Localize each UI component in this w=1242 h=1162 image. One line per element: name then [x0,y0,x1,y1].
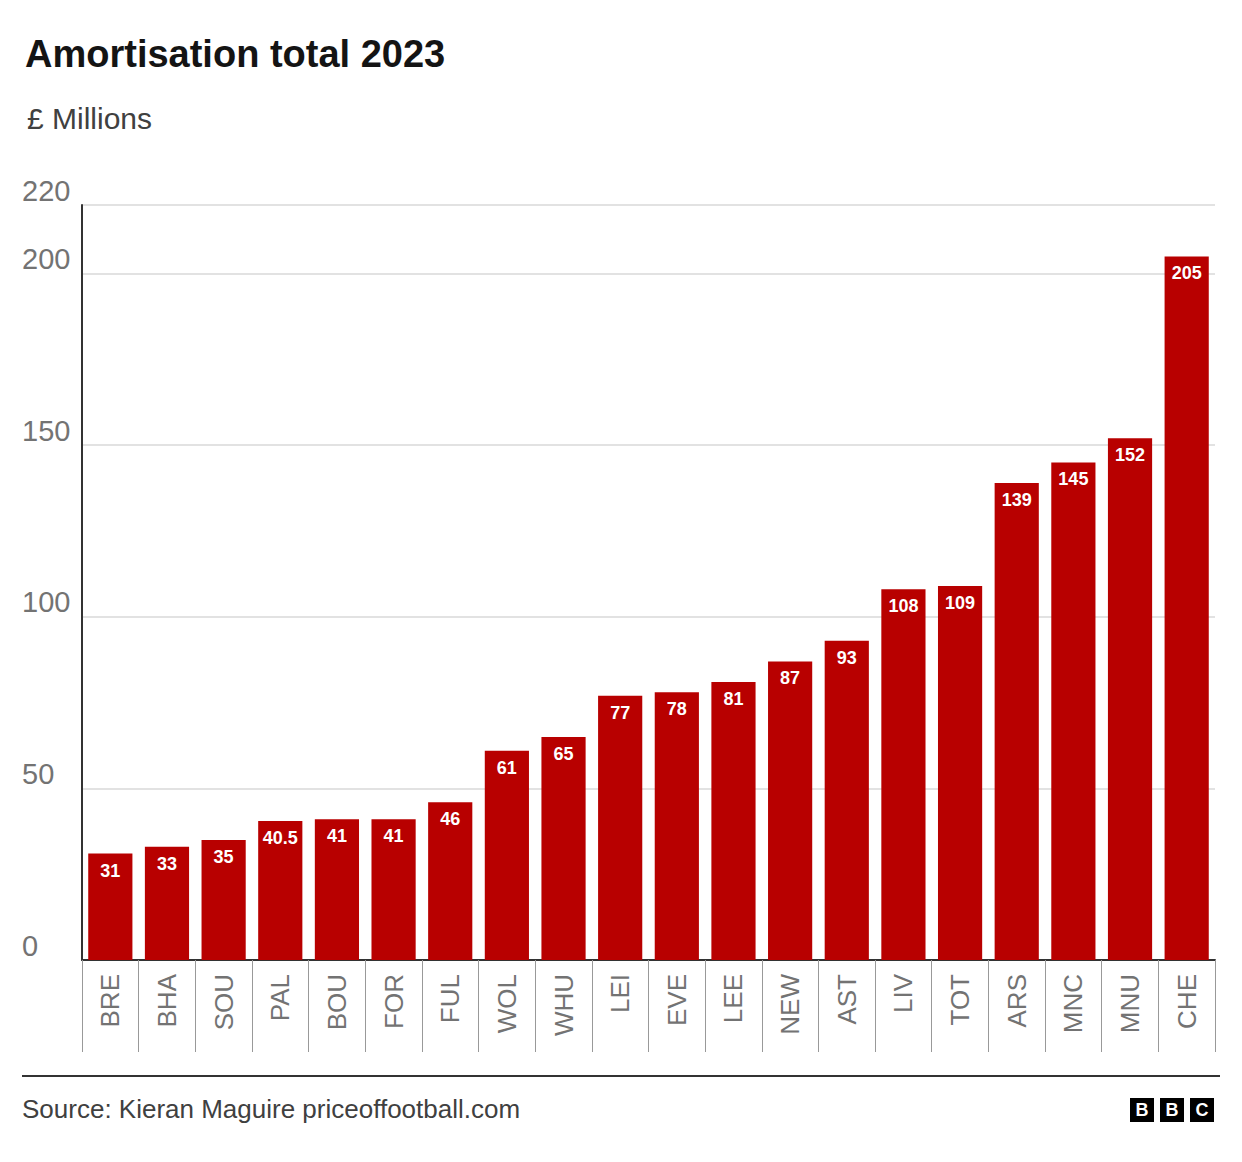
svg-text:SOU: SOU [209,974,239,1030]
svg-text:FUL: FUL [435,974,465,1023]
svg-text:100: 100 [22,586,70,618]
svg-text:BRE: BRE [95,974,125,1027]
svg-text:TOT: TOT [945,974,975,1026]
svg-text:109: 109 [945,593,975,613]
svg-text:B: B [1166,1100,1179,1120]
svg-text:77: 77 [610,703,630,723]
svg-text:WHU: WHU [549,974,579,1036]
svg-text:B: B [1136,1100,1149,1120]
svg-text:61: 61 [497,758,517,778]
svg-text:41: 41 [327,826,347,846]
svg-text:MNC: MNC [1058,974,1088,1033]
svg-text:BOU: BOU [322,974,352,1030]
svg-text:108: 108 [888,596,918,616]
svg-text:46: 46 [440,809,460,829]
svg-text:WOL: WOL [492,974,522,1033]
svg-text:C: C [1196,1100,1209,1120]
svg-text:152: 152 [1115,445,1145,465]
svg-text:NEW: NEW [775,974,805,1035]
svg-text:93: 93 [837,648,857,668]
svg-text:FOR: FOR [379,974,409,1029]
svg-text:50: 50 [22,758,54,790]
svg-text:LEE: LEE [718,974,748,1023]
svg-text:BHA: BHA [152,973,182,1027]
svg-text:AST: AST [832,974,862,1025]
svg-text:200: 200 [22,243,70,275]
svg-text:145: 145 [1058,469,1088,489]
svg-text:Amortisation total 2023: Amortisation total 2023 [25,33,445,75]
svg-text:78: 78 [667,699,687,719]
svg-text:LIV: LIV [888,973,918,1013]
svg-text:CHE: CHE [1172,974,1202,1029]
svg-text:PAL: PAL [265,974,295,1021]
svg-text:33: 33 [157,854,177,874]
svg-text:81: 81 [723,689,743,709]
svg-text:EVE: EVE [662,974,692,1026]
svg-text:65: 65 [554,744,574,764]
svg-text:40.5: 40.5 [263,828,298,848]
svg-text:205: 205 [1172,263,1202,283]
svg-text:139: 139 [1002,490,1032,510]
svg-text:41: 41 [384,826,404,846]
svg-text:31: 31 [100,861,120,881]
svg-text:Source: Kieran Maguire priceof: Source: Kieran Maguire priceoffootball.c… [22,1094,520,1124]
svg-text:0: 0 [22,930,38,962]
svg-text:35: 35 [214,847,234,867]
svg-text:£ Millions: £ Millions [27,102,152,135]
svg-text:ARS: ARS [1002,974,1032,1027]
svg-text:150: 150 [22,415,70,447]
svg-text:87: 87 [780,668,800,688]
svg-text:MNU: MNU [1115,974,1145,1033]
svg-text:220: 220 [22,175,70,207]
svg-text:LEI: LEI [605,974,635,1013]
